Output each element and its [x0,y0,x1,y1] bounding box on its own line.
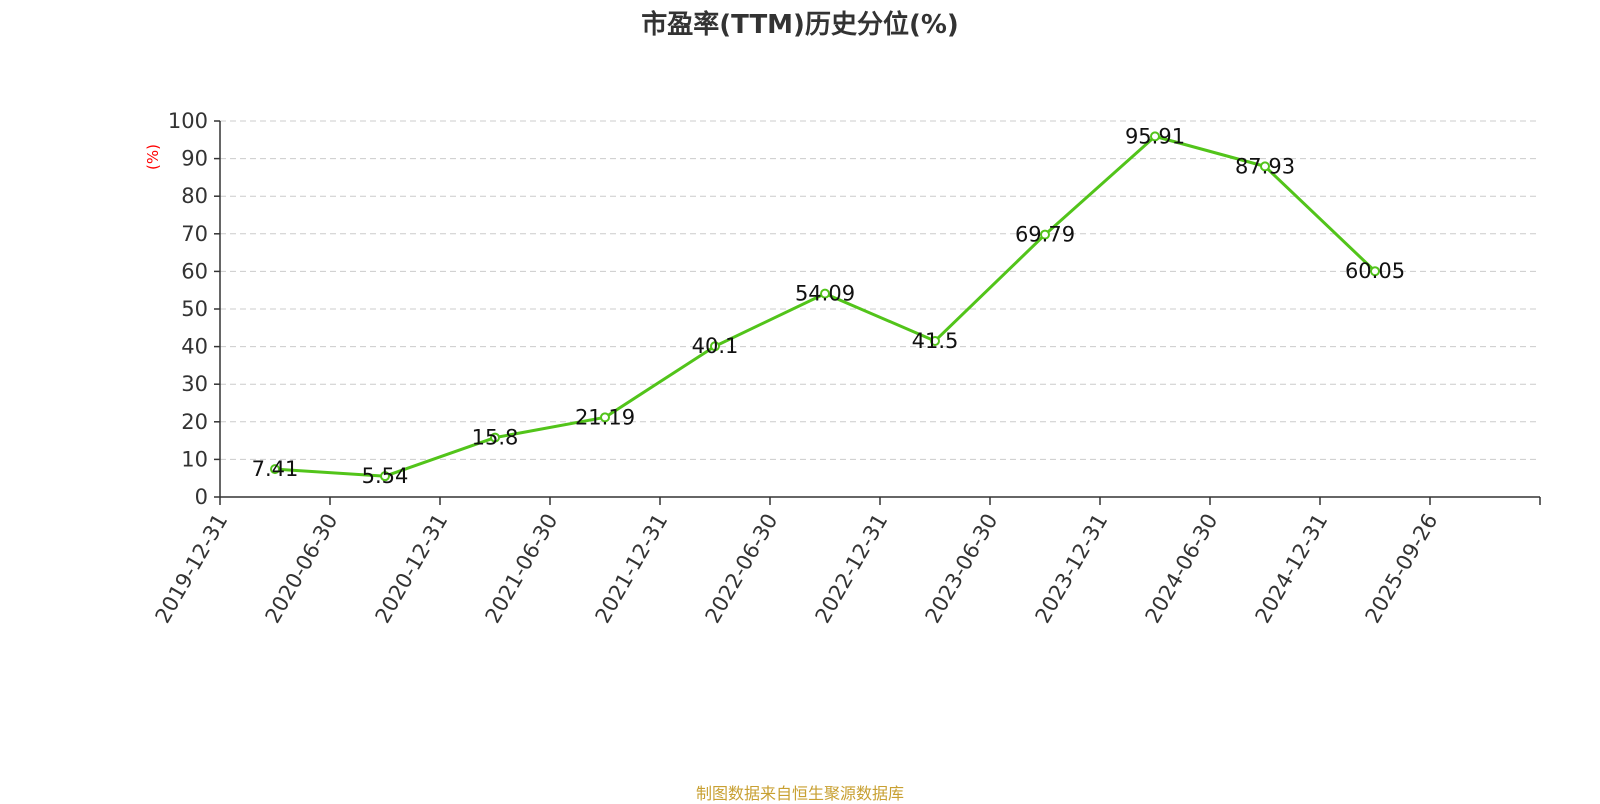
data-label: 15.8 [472,426,519,450]
data-label: 95.91 [1125,124,1185,148]
y-tick-label: 90 [181,147,208,171]
y-axis-unit-label: (%) [144,144,162,170]
data-label: 7.41 [252,457,299,481]
x-tick-label: 2025-09-26 [1361,510,1443,628]
data-labels: 7.41 5.54 15.8 21.19 40.1 54.09 41.5 69.79 95.91… [252,124,1405,488]
x-tick-label: 2022-06-30 [701,510,783,628]
data-label: 41.5 [912,329,959,353]
data-label: 40.1 [692,334,739,358]
data-label: 54.09 [795,282,855,306]
x-tick-label: 2022-12-31 [811,510,893,628]
data-point [820,288,830,299]
x-tick-label: 2021-06-30 [481,510,563,628]
y-axis-ticks: 0 10 20 30 40 50 60 70 80 90 100 [168,109,220,509]
series-line [274,134,1377,478]
data-label: 5.54 [362,464,409,488]
data-point [710,341,720,352]
grid-lines [220,120,1540,460]
y-tick-label: 30 [181,372,208,396]
x-tick-label: 2023-12-31 [1031,510,1113,628]
x-tick-label: 2020-12-31 [371,510,453,628]
source-note: 制图数据来自恒生聚源数据库 [695,784,904,803]
x-tick-label: 2023-06-30 [921,510,1003,628]
y-tick-label: 60 [181,259,208,283]
data-series [270,131,1380,482]
data-point [1150,131,1160,142]
data-label: 69.79 [1015,223,1075,247]
data-label: 87.93 [1235,154,1295,178]
data-point [600,412,610,423]
y-tick-label: 20 [181,410,208,434]
data-point [380,471,390,482]
y-tick-label: 80 [181,184,208,208]
data-label: 21.19 [575,405,635,429]
x-tick-label: 2019-12-31 [151,510,233,628]
data-label: 60.05 [1345,259,1405,283]
data-point [930,335,940,346]
data-point [1040,229,1050,240]
chart-title: 市盈率(TTM)历史分位(%) [641,10,959,40]
y-tick-label: 40 [181,335,208,359]
y-tick-label: 50 [181,297,208,321]
data-point [1260,161,1270,172]
data-point [490,432,500,443]
x-axis-ticks: 2019-12-31 2020-06-30 2020-12-31 2021-06-30… [151,497,1541,628]
x-tick-label: 2021-12-31 [591,510,673,628]
data-point [1370,266,1380,277]
x-tick-label: 2024-06-30 [1141,510,1223,628]
x-tick-label: 2020-06-30 [261,510,343,628]
y-tick-label: 10 [181,447,208,471]
y-tick-label: 0 [195,485,208,509]
y-tick-label: 100 [168,109,208,133]
x-tick-label: 2024-12-31 [1251,510,1333,628]
data-point [270,464,280,475]
y-tick-label: 70 [181,222,208,246]
